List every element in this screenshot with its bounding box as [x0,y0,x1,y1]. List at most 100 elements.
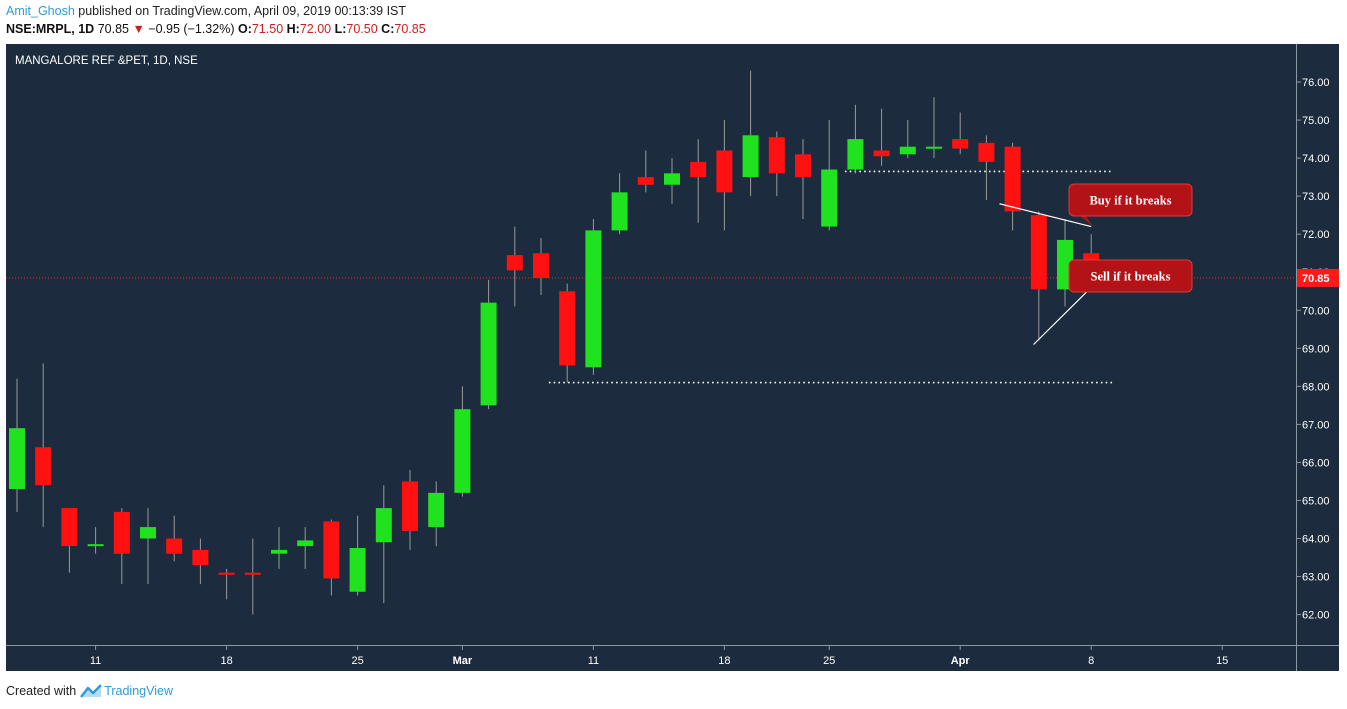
candle-body-up [611,192,628,231]
y-tick-label: 67.00 [1302,419,1330,431]
candle-body-down [795,154,811,178]
close-label: C: [381,22,395,36]
y-tick-label: 73.00 [1302,191,1330,203]
callout: Buy if it breaks [999,183,1193,228]
candle-body-up [899,146,916,155]
candle [375,485,392,604]
candle-body-down [873,150,890,157]
candle [716,120,733,231]
candle [166,515,183,562]
candle [795,139,811,219]
candle [873,108,890,166]
candle-body-up [271,549,287,554]
candle-body-up [375,508,392,543]
candle-body-down [61,508,78,547]
candle [690,139,707,223]
candle-body-down [768,137,785,174]
y-tick-label: 63.00 [1302,572,1330,584]
x-tick-label: 25 [351,655,363,667]
candle [218,568,235,600]
candle-body-up [585,230,602,368]
candle-body-down [1030,215,1047,290]
y-tick-label: 68.00 [1302,381,1330,393]
candle-body-down [559,291,576,366]
candle-body-down [244,572,261,575]
x-tick-label: Mar [453,655,473,667]
callout-box [1068,259,1193,293]
y-tick-label: 75.00 [1302,115,1330,127]
candle-body-up [664,173,680,185]
x-tick-label: 18 [718,655,730,667]
tradingview-logo-icon[interactable] [80,684,103,698]
candle-body-down [506,255,523,271]
candle [61,508,78,573]
callout-text: Sell if it breaks [1091,270,1171,284]
publish-info: Amit_Ghosh published on TradingView.com,… [6,4,406,18]
footer: Created with TradingView [6,684,173,698]
price-change: −0.95 (−1.32%) [148,22,235,36]
time-axis[interactable] [6,645,1339,671]
symbol-label: NSE:MRPL, 1D [6,22,95,36]
chart-title: MANGALORE REF &PET, 1D, NSE [15,55,198,67]
candle-body-down [218,572,235,575]
x-tick-label: 11 [90,655,101,667]
candle [742,70,759,197]
trend-line [1033,287,1092,345]
x-tick-label: 18 [220,655,232,667]
candle-body-up [847,139,864,170]
y-tick-label: 69.00 [1302,343,1330,355]
trend-line [999,203,1092,228]
y-tick-label: 74.00 [1302,153,1330,165]
candle [533,237,549,296]
ohlc-line: NSE:MRPL, 1D 70.85 ▼ −0.95 (−1.32%) O:71… [6,22,426,36]
candlestick-chart[interactable]: MANGALORE REF &PET, 1D, NSE Buy if it br… [6,44,1339,671]
author-link[interactable]: Amit_Ghosh [6,4,75,18]
price-axis[interactable] [1296,44,1339,645]
callout-pointer [1069,192,1094,227]
y-tick-label: 76.00 [1302,77,1330,89]
candle [768,131,785,197]
candle-body-up [742,135,759,178]
x-tick-label: 25 [823,655,835,667]
candle [506,226,523,307]
candle [297,527,314,569]
candle [559,283,576,383]
candle-body-up [926,146,942,149]
callout-text: Buy if it breaks [1089,193,1171,207]
candle [585,218,602,375]
candle-body-down [1004,146,1021,212]
candle [428,481,445,547]
chart-panel[interactable]: MANGALORE REF &PET, 1D, NSE Buy if it br… [6,44,1339,671]
open-label: O: [237,22,252,36]
plot-background [6,44,1296,645]
candle [952,112,969,155]
candle-body-up [140,527,156,539]
candle [926,97,942,159]
candle-body-up [297,540,314,547]
candle [480,279,497,410]
candle-body-down [35,447,52,486]
candle [271,527,287,569]
high-label: H: [286,22,300,36]
candle [1004,142,1021,231]
candle [1030,211,1047,341]
open-value: 71.50 [251,22,284,36]
triangle-down-icon: ▼ [132,22,145,36]
created-with-text: Created with [6,684,77,698]
candle [140,508,156,585]
x-tick-label: 11 [588,655,599,667]
candle-body-down [716,150,733,193]
candle-body-down [402,481,418,531]
tradingview-brand[interactable]: TradingView [104,684,173,698]
close-value: 70.85 [394,22,426,36]
candle-body-down [637,177,654,185]
candle-body-down [166,538,183,554]
candle-body-down [533,253,549,278]
candle-body-up [480,302,497,406]
candle [192,538,209,585]
candle-body-down [323,521,340,579]
candle-body-down [690,161,707,178]
candle [978,135,995,200]
candle [244,538,261,615]
candle-body-up [349,548,366,592]
